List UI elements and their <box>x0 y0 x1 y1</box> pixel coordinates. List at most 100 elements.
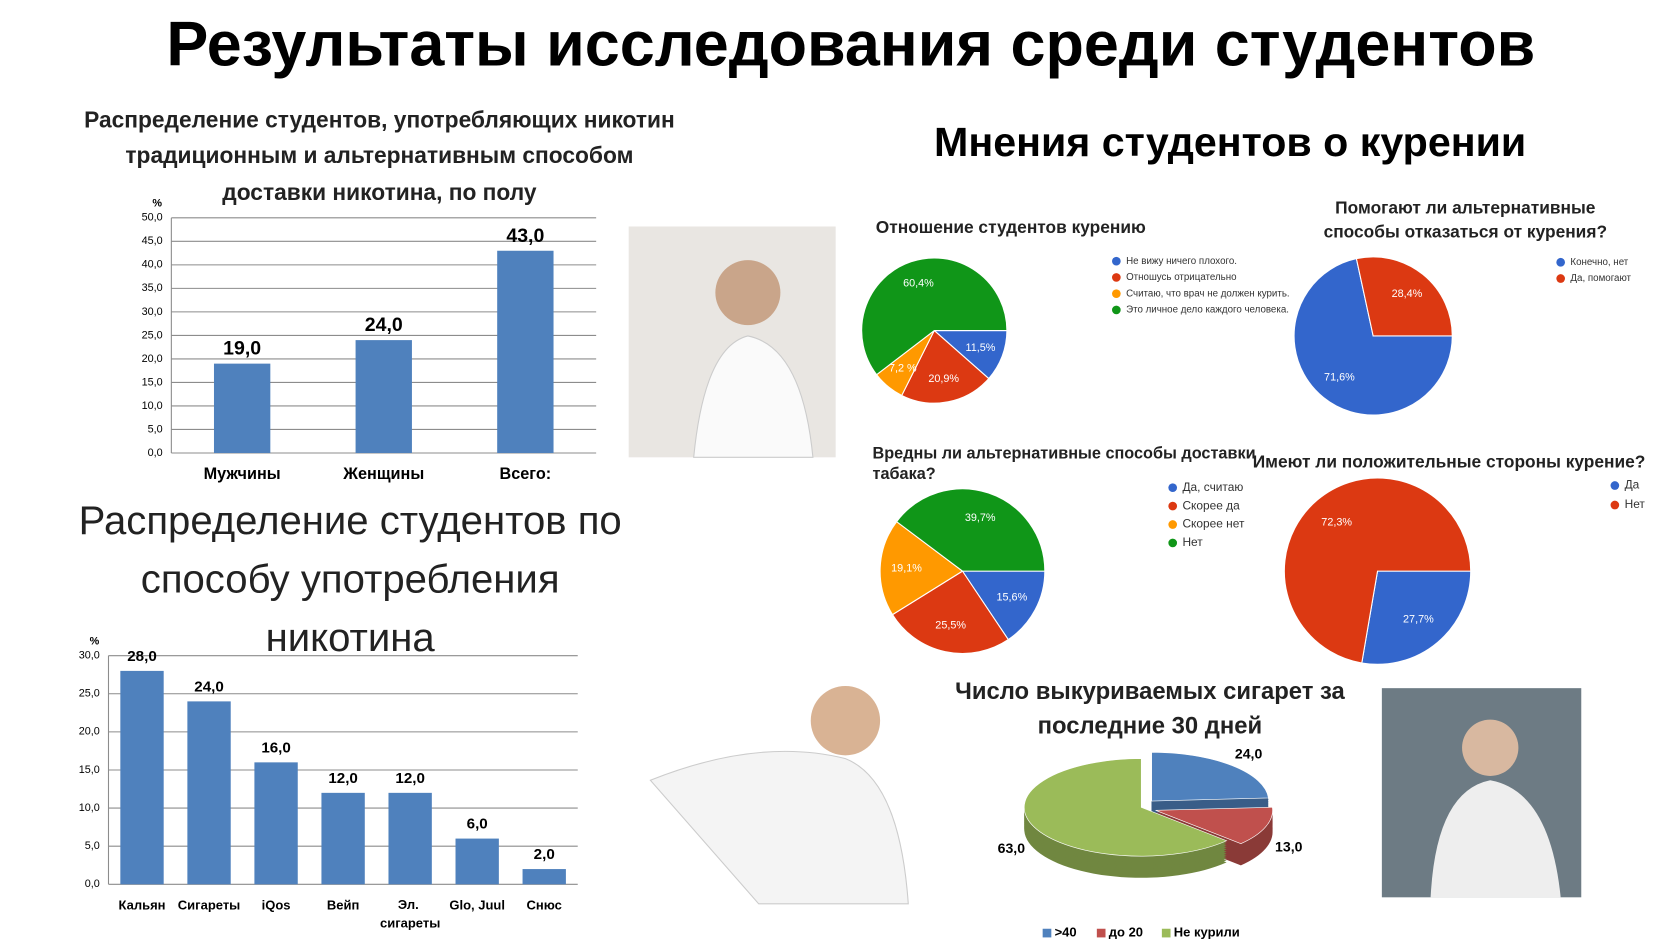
bar <box>254 762 298 885</box>
pie-slice <box>861 257 1008 376</box>
legend-marker <box>1556 274 1566 283</box>
legend-marker <box>1556 257 1566 267</box>
bar <box>187 701 231 885</box>
legend-label: Считаю, что врач не должен курить. <box>1126 288 1290 299</box>
y-tick-label: 0,0 <box>148 447 163 459</box>
x-tick-label: Glo, Juul <box>449 897 505 912</box>
y-tick-label: 25,0 <box>142 329 163 341</box>
legend-label: Скорее да <box>1182 498 1240 512</box>
y-tick-label: 30,0 <box>79 650 100 662</box>
slide-title: Результаты исследования среди студентов <box>166 9 1535 79</box>
chart-title: доставки никотина, по полу <box>222 179 537 205</box>
pie-slice <box>1355 256 1453 337</box>
chart-title: табака? <box>873 465 936 483</box>
bar <box>213 363 271 453</box>
legend-label: >40 <box>1055 925 1077 940</box>
slice-label: 13,0 <box>1275 838 1303 854</box>
chart-title: Помогают ли альтернативные <box>1335 198 1596 218</box>
photo-head <box>810 685 881 756</box>
pie-slice <box>1023 758 1228 857</box>
legend-marker <box>1610 500 1620 510</box>
slice-label: 24,0 <box>1235 746 1263 762</box>
legend-marker <box>1112 305 1121 315</box>
y-tick-label: 10,0 <box>142 400 163 412</box>
pie-slice <box>900 329 990 404</box>
y-tick-label: 15,0 <box>142 376 163 388</box>
value-label: 24,0 <box>194 678 224 695</box>
y-tick-label: 15,0 <box>79 764 100 776</box>
x-tick-label: Вейп <box>327 897 359 912</box>
legend-label: Конечно, нет <box>1570 257 1628 268</box>
chart-title: традиционным и альтернативным способом <box>125 142 633 168</box>
legend-label: Это личное дело каждого человека. <box>1126 305 1289 316</box>
slice-label: 60,4% <box>903 278 934 290</box>
legend-label: Отношусь отрицательно <box>1126 272 1237 283</box>
legend-marker <box>1610 481 1620 490</box>
value-label: 12,0 <box>395 770 425 787</box>
bar <box>455 838 499 885</box>
value-label: 12,0 <box>328 770 358 787</box>
x-tick-label: Женщины <box>342 465 424 483</box>
y-tick-label: 35,0 <box>142 282 163 294</box>
legend-marker <box>1168 501 1178 511</box>
y-tick-label: 45,0 <box>142 235 163 247</box>
legend-marker <box>1112 273 1121 282</box>
pie-slice <box>1361 570 1472 665</box>
photo <box>649 685 909 905</box>
y-tick-label: 5,0 <box>85 840 100 852</box>
x-tick-label: Кальян <box>119 897 166 912</box>
chart-title: Имеют ли положительные стороны курение? <box>1253 451 1646 471</box>
legend-marker <box>1112 289 1121 299</box>
x-tick-label: Эл. сигареты <box>380 897 440 930</box>
photo-head <box>715 260 781 326</box>
x-tick-label: Мужчины <box>204 465 281 483</box>
chart-title: способу употребления <box>141 558 560 602</box>
bar <box>355 340 412 453</box>
legend-label: Не курили <box>1174 925 1240 940</box>
chart-title: никотина <box>266 616 436 660</box>
legend-label: Не вижу ничего плохого. <box>1126 256 1237 267</box>
legend-label: Да <box>1625 478 1640 492</box>
y-axis-label: % <box>90 635 100 647</box>
slice-label: 71,6% <box>1324 372 1355 384</box>
slice-label: 7,2 % <box>889 362 917 374</box>
pie-slice <box>1151 751 1269 802</box>
y-tick-label: 0,0 <box>85 878 100 890</box>
legend-label: Скорее нет <box>1182 517 1245 531</box>
y-axis-label: % <box>152 198 162 210</box>
x-tick-label: Сигареты <box>178 897 240 912</box>
legend-label: до 20 <box>1109 925 1143 940</box>
chart-title: способы отказаться от курения? <box>1324 222 1607 242</box>
value-label: 28,0 <box>127 648 157 665</box>
x-tick-label: iQos <box>262 897 291 912</box>
value-label: 2,0 <box>534 846 555 863</box>
slice-label: 25,5% <box>935 620 966 632</box>
pie-slice <box>891 570 1010 654</box>
legend-label: Нет <box>1182 535 1203 549</box>
pie-slice <box>961 570 1046 641</box>
photo-coat <box>693 335 814 458</box>
chart-title: Отношение студентов курению <box>876 217 1146 237</box>
legend-marker <box>1112 256 1121 266</box>
slice-label: 39,7% <box>965 512 996 524</box>
y-tick-label: 50,0 <box>142 212 163 224</box>
photo-coat <box>649 750 909 905</box>
slice-label: 28,4% <box>1392 288 1423 300</box>
pie-slice <box>1293 257 1453 416</box>
pie-slice <box>879 520 964 616</box>
legend-label: Да, считаю <box>1182 480 1243 494</box>
slice-label: 11,5% <box>966 342 996 354</box>
bar <box>321 792 365 885</box>
slice-label: 27,7% <box>1403 613 1434 625</box>
y-tick-label: 20,0 <box>79 726 100 738</box>
legend-marker <box>1096 928 1106 938</box>
legend-label: Да, помогают <box>1570 273 1631 284</box>
section-title: Мнения студентов о курении <box>934 119 1526 165</box>
chart-title: Распределение студентов по <box>79 499 622 543</box>
photo <box>1381 688 1582 898</box>
value-label: 19,0 <box>223 338 261 360</box>
bar <box>388 792 432 885</box>
value-label: 43,0 <box>506 225 544 247</box>
